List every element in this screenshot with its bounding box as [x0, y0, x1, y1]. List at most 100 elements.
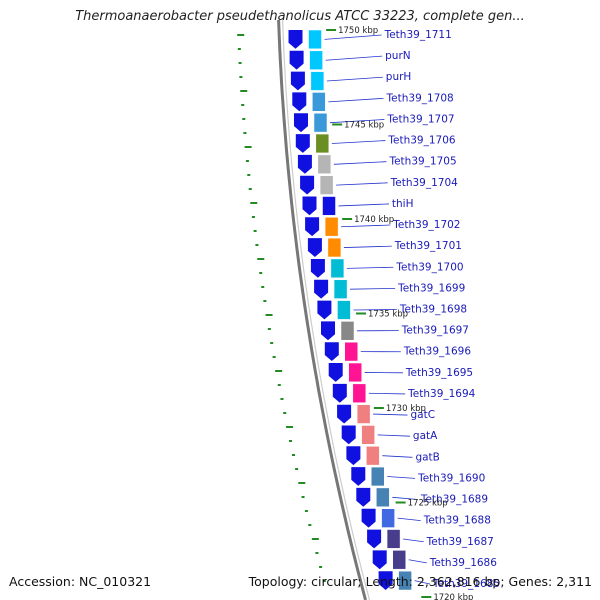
gene-label[interactable]: Teth39_1695 — [405, 367, 473, 379]
gene-leader — [387, 476, 416, 479]
gene-color-block — [340, 321, 355, 341]
gene-label[interactable]: Teth39_1696 — [403, 346, 472, 358]
gene-label[interactable]: thiH — [392, 198, 414, 210]
gene-label[interactable]: Teth39_1706 — [387, 135, 456, 147]
gene-leader — [373, 413, 408, 416]
gc-tick — [237, 48, 241, 50]
gene-arrow — [314, 279, 329, 299]
scale-label: 1725 kbp — [408, 499, 448, 509]
gc-tick — [283, 412, 287, 414]
gene-leader — [336, 182, 388, 186]
gc-tick — [270, 342, 274, 344]
gc-tick — [301, 496, 305, 498]
accession-label: Accession: NC_010321 — [9, 574, 152, 589]
scale-label: 1730 kbp — [386, 404, 426, 414]
gene-color-block — [308, 29, 322, 50]
gene-label[interactable]: purH — [386, 71, 412, 83]
gc-tick — [250, 202, 258, 204]
gene-leader — [397, 517, 421, 522]
gc-tick — [304, 510, 308, 512]
gene-label[interactable]: gatC — [410, 409, 435, 421]
gene-leader — [325, 55, 383, 61]
gene-arrow — [356, 487, 371, 507]
gc-tick — [315, 552, 319, 554]
gene-leader — [343, 245, 392, 248]
gene-leader — [353, 309, 397, 311]
gc-tick — [241, 104, 245, 106]
gene-arrow — [351, 467, 366, 486]
gene-arrow — [294, 113, 308, 133]
gene-color-block — [309, 50, 323, 70]
gc-tick — [292, 454, 296, 456]
gc-tick — [263, 300, 267, 302]
gene-arrow — [337, 404, 352, 424]
gene-leader — [346, 266, 394, 269]
map-title: Thermoanaerobacter pseudethanolicus ATCC… — [75, 9, 525, 24]
gene-arrow — [290, 71, 305, 91]
gene-label[interactable]: Teth39_1686 — [429, 557, 498, 569]
gene-leader — [333, 161, 387, 165]
gene-arrow — [332, 383, 347, 403]
gc-tick — [308, 524, 312, 526]
gene-label[interactable]: Teth39_1697 — [401, 325, 469, 337]
gene-arrow — [321, 321, 335, 341]
gene-label[interactable]: Teth39_1702 — [392, 219, 460, 231]
gc-tick — [265, 314, 273, 316]
gene-label[interactable]: Teth39_1690 — [417, 472, 485, 484]
gc-tick — [238, 62, 242, 64]
gene-leader — [392, 496, 418, 500]
gene-color-block — [386, 529, 401, 549]
gene-label[interactable]: Teth39_1699 — [397, 282, 465, 294]
gene-arrow — [361, 508, 376, 528]
gc-tick — [243, 132, 247, 134]
gc-tick — [245, 160, 249, 162]
gene-label[interactable]: Teth39_1704 — [390, 177, 459, 189]
gc-tick — [280, 398, 284, 400]
scale-label: 1735 kbp — [368, 310, 408, 320]
gc-tick — [259, 272, 263, 274]
gene-label[interactable]: gatB — [415, 451, 439, 463]
gc-tick — [295, 468, 299, 470]
gene-leader — [328, 97, 384, 103]
gene-arrow — [324, 342, 339, 361]
scale-label: 1750 kbp — [338, 26, 378, 36]
gc-tick — [257, 258, 265, 260]
gc-tick — [267, 328, 271, 330]
gc-tick — [322, 580, 326, 582]
gene-arrow — [305, 217, 320, 237]
gene-label[interactable]: Teth39_1708 — [386, 92, 454, 104]
gene-label[interactable]: Teth39_1694 — [407, 388, 476, 400]
backbone-inner — [282, 19, 371, 600]
scale-label: 1720 kbp — [433, 593, 473, 600]
gene-label[interactable]: Teth39_1700 — [395, 261, 463, 273]
gene-label[interactable]: Teth39_1711 — [384, 29, 452, 41]
gene-label[interactable]: Teth39_1705 — [388, 156, 456, 168]
genome-stats: Topology: circular; Length: 2,362,816 bp… — [248, 574, 592, 589]
gene-arrow — [317, 300, 332, 320]
gene-label[interactable]: Teth39_1685 — [432, 578, 500, 590]
gene-label[interactable]: Teth39_1689 — [420, 494, 488, 506]
gene-leader — [326, 76, 383, 82]
gene-arrow — [292, 92, 307, 112]
gene-color-block — [330, 258, 345, 279]
gene-leader — [403, 538, 424, 543]
gene-label[interactable]: purN — [385, 50, 411, 62]
gene-label[interactable]: Teth39_1698 — [399, 303, 467, 315]
gene-leader — [414, 580, 430, 585]
gene-label[interactable]: Teth39_1687 — [426, 536, 494, 548]
gene-label[interactable]: Teth39_1688 — [423, 515, 491, 527]
gene-color-block — [310, 71, 325, 91]
gene-label[interactable]: gatA — [413, 430, 438, 442]
gene-label[interactable]: Teth39_1701 — [394, 240, 462, 252]
gene-color-block — [327, 237, 342, 258]
gene-leader — [368, 392, 406, 395]
gene-color-block — [398, 570, 412, 591]
gene-color-block — [312, 92, 326, 112]
gene-color-block — [366, 446, 380, 466]
gene-label[interactable]: Teth39_1707 — [386, 113, 454, 125]
gene-leader — [331, 140, 386, 144]
gc-tick — [251, 216, 255, 218]
gene-color-block — [337, 300, 351, 320]
gene-arrow — [297, 154, 312, 174]
